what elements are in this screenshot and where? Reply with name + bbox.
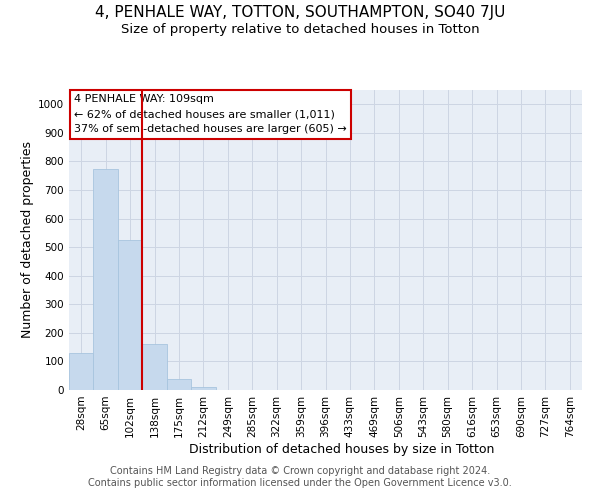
Bar [191,386,215,390]
Text: Contains HM Land Registry data © Crown copyright and database right 2024.: Contains HM Land Registry data © Crown c… [110,466,490,476]
Text: Contains public sector information licensed under the Open Government Licence v3: Contains public sector information licen… [88,478,512,488]
Text: Size of property relative to detached houses in Totton: Size of property relative to detached ho… [121,22,479,36]
Bar [94,168,118,390]
Bar [142,344,167,390]
Text: Distribution of detached houses by size in Totton: Distribution of detached houses by size … [190,442,494,456]
Bar [167,380,191,390]
Bar [69,353,94,390]
Text: 4 PENHALE WAY: 109sqm
← 62% of detached houses are smaller (1,011)
37% of semi-d: 4 PENHALE WAY: 109sqm ← 62% of detached … [74,94,347,134]
Bar [118,240,142,390]
Y-axis label: Number of detached properties: Number of detached properties [21,142,34,338]
Text: 4, PENHALE WAY, TOTTON, SOUTHAMPTON, SO40 7JU: 4, PENHALE WAY, TOTTON, SOUTHAMPTON, SO4… [95,5,505,20]
